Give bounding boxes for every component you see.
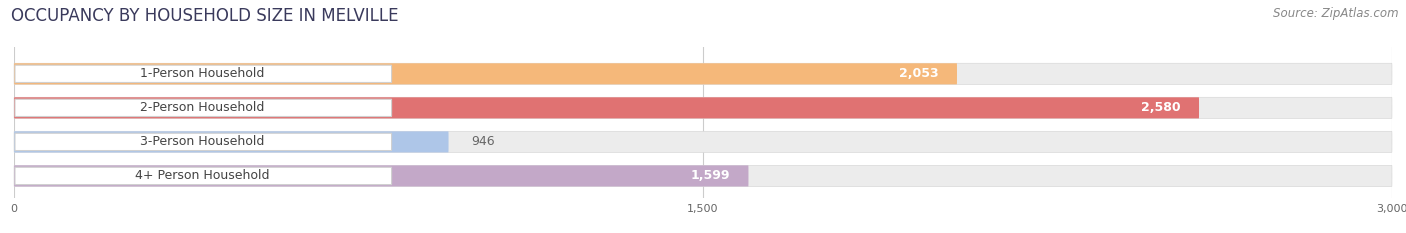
Text: 2,053: 2,053	[898, 67, 939, 80]
FancyBboxPatch shape	[14, 63, 957, 84]
FancyBboxPatch shape	[15, 133, 392, 151]
FancyBboxPatch shape	[15, 167, 392, 185]
FancyBboxPatch shape	[14, 97, 1392, 118]
Text: 2,580: 2,580	[1142, 101, 1181, 114]
FancyBboxPatch shape	[14, 131, 1392, 152]
FancyBboxPatch shape	[15, 65, 392, 82]
Text: 946: 946	[471, 135, 495, 148]
FancyBboxPatch shape	[14, 63, 1392, 84]
Text: 3-Person Household: 3-Person Household	[141, 135, 264, 148]
Text: 1-Person Household: 1-Person Household	[141, 67, 264, 80]
Text: 2-Person Household: 2-Person Household	[141, 101, 264, 114]
FancyBboxPatch shape	[14, 165, 1392, 186]
FancyBboxPatch shape	[14, 97, 1199, 118]
FancyBboxPatch shape	[14, 131, 449, 152]
FancyBboxPatch shape	[15, 99, 392, 116]
Text: 1,599: 1,599	[690, 169, 730, 182]
Text: 4+ Person Household: 4+ Person Household	[135, 169, 270, 182]
FancyBboxPatch shape	[14, 165, 748, 186]
Text: OCCUPANCY BY HOUSEHOLD SIZE IN MELVILLE: OCCUPANCY BY HOUSEHOLD SIZE IN MELVILLE	[11, 7, 399, 25]
Text: Source: ZipAtlas.com: Source: ZipAtlas.com	[1274, 7, 1399, 20]
